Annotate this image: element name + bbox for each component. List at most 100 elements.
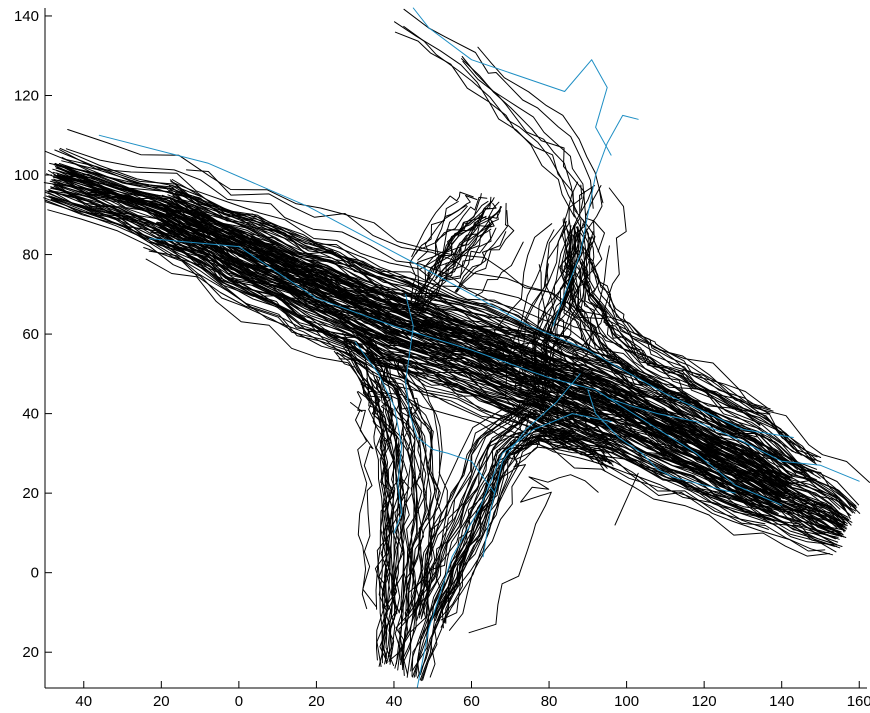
observed-track [454, 231, 507, 292]
observed-track [400, 404, 616, 676]
observed-track [346, 344, 398, 667]
observed-track [394, 387, 621, 669]
observed-track [43, 197, 837, 553]
observed-track [163, 219, 841, 535]
observed-track [468, 474, 599, 634]
observed-track [357, 391, 384, 610]
observed-track [50, 198, 774, 521]
observed-track [401, 398, 620, 671]
predicted-track [606, 397, 860, 482]
observed-track [397, 360, 436, 621]
observed-track [533, 223, 584, 386]
y-tick-label: 80 [22, 247, 39, 264]
observed-track [547, 187, 603, 392]
observed-track [461, 58, 585, 211]
observed-track [455, 202, 509, 293]
predicted-track [412, 7, 612, 156]
observed-track [544, 236, 593, 392]
observed-track [426, 408, 613, 616]
predicted-track [416, 413, 612, 689]
observed-track [413, 412, 575, 613]
observed-track [410, 414, 574, 672]
observed-track [359, 332, 441, 616]
observed-track [53, 184, 779, 515]
observed-track [411, 416, 573, 677]
observed-track [175, 192, 793, 478]
y-tick-label: 0 [31, 565, 39, 582]
observed-track [50, 187, 841, 536]
observed-track [171, 187, 798, 471]
y-tick-label: 20 [22, 644, 39, 661]
observed-track [584, 219, 771, 410]
observed-track [169, 185, 800, 467]
observed-track [430, 432, 606, 622]
observed-track [343, 347, 399, 657]
observed-track [511, 226, 565, 389]
predicted-track [149, 238, 783, 506]
observed-track [343, 340, 406, 657]
observed-track [544, 263, 803, 486]
observed-track [344, 346, 411, 611]
observed-track [581, 258, 818, 458]
axes: 40 20 0 20 40 60 80 100 120 140 160 20 0 20 40 60 80 100 1… [14, 8, 870, 710]
predicted-track [482, 373, 581, 558]
observed-track [614, 472, 639, 526]
observed-track [394, 31, 575, 218]
x-tick-label: 160 [847, 693, 870, 710]
x-tick-label: 40 [386, 693, 403, 710]
observed-track [420, 434, 575, 676]
observed-track [588, 257, 771, 414]
observed-track [388, 363, 427, 615]
observed-track [148, 250, 769, 530]
observed-track [477, 46, 604, 204]
x-tick-label: 20 [308, 693, 325, 710]
observed-track [380, 378, 409, 614]
observed-track [562, 187, 627, 419]
observed-track [159, 230, 773, 510]
observed-track [417, 195, 478, 261]
observed-track [55, 175, 787, 492]
observed-track [534, 234, 573, 390]
observed-track [573, 225, 761, 426]
observed-track [409, 205, 468, 303]
observed-track [456, 210, 515, 293]
observed-track [357, 332, 448, 671]
observed-track [171, 198, 856, 514]
observed-track [350, 402, 368, 610]
observed-track [403, 25, 578, 213]
observed-track [424, 227, 497, 313]
predicted-track [587, 389, 736, 494]
observed-track [164, 207, 847, 528]
observed-track [47, 209, 826, 552]
observed-track [186, 169, 802, 456]
observed-track [161, 218, 846, 531]
observed-track [398, 401, 622, 676]
observed-track [155, 222, 843, 535]
observed-track [413, 427, 579, 678]
predicted-track [405, 293, 496, 494]
observed-track [61, 165, 861, 514]
x-tick-label: 0 [235, 693, 243, 710]
observed-track [45, 195, 773, 512]
observed-track [435, 215, 481, 278]
y-tick-label: 20 [22, 485, 39, 502]
observed-track [348, 341, 422, 622]
observed-track [47, 192, 843, 547]
observed-track [164, 207, 786, 489]
observed-track [531, 229, 572, 392]
observed-track [742, 444, 841, 510]
observed-track [539, 233, 583, 421]
observed-track [433, 202, 497, 282]
x-tick-label: 80 [541, 693, 558, 710]
observed-track [449, 446, 615, 631]
observed-track [383, 368, 415, 661]
observed-track [441, 230, 492, 282]
observed-track [56, 176, 846, 526]
x-tick-label: 60 [463, 693, 480, 710]
observed-track [565, 218, 821, 479]
observed-track [49, 180, 845, 530]
trajectory-lines [43, 7, 870, 689]
predicted-track [98, 134, 794, 438]
observed-track [435, 208, 501, 278]
